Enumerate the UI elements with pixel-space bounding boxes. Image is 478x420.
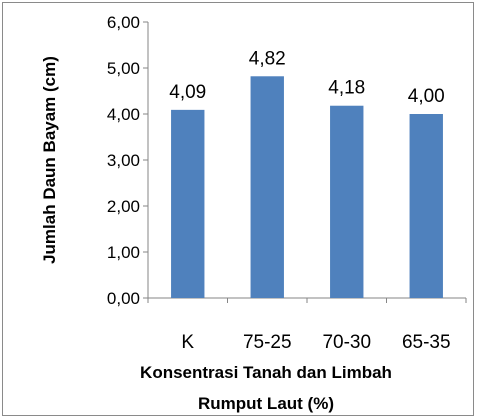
chart-frame xyxy=(2,2,474,416)
y-tick-label: 4,00 xyxy=(107,105,140,124)
bar-K xyxy=(171,109,205,298)
y-axis-title: Jumlah Daun Bayam (cm) xyxy=(40,56,59,264)
x-tick-label: 70-30 xyxy=(322,332,371,353)
data-label: 4,09 xyxy=(169,82,206,103)
data-label: 4,18 xyxy=(328,78,365,99)
y-tick-label: 5,00 xyxy=(107,59,140,78)
x-axis-title-line-1: Konsentrasi Tanah dan Limbah xyxy=(140,363,392,382)
data-label: 4,82 xyxy=(249,48,286,69)
x-tick-label: K xyxy=(181,332,194,353)
x-tick-label: 65-35 xyxy=(402,332,451,353)
y-tick-label: 1,00 xyxy=(107,243,140,262)
data-label: 4,00 xyxy=(408,86,445,107)
y-tick-label: 0,00 xyxy=(107,289,140,308)
bar-65-35 xyxy=(409,114,443,298)
bar-75-25 xyxy=(250,76,284,298)
x-tick-label: 75-25 xyxy=(243,332,292,353)
y-tick-label: 2,00 xyxy=(107,197,140,216)
bar-70-30 xyxy=(330,105,364,298)
y-tick-label: 3,00 xyxy=(107,151,140,170)
y-tick-label: 6,00 xyxy=(107,13,140,32)
x-axis-title-line-2: Rumput Laut (%) xyxy=(198,394,334,413)
